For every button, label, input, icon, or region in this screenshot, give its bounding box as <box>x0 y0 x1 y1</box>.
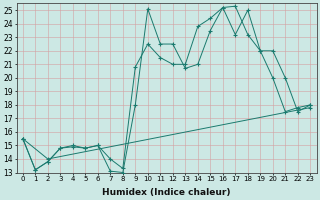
X-axis label: Humidex (Indice chaleur): Humidex (Indice chaleur) <box>102 188 231 197</box>
